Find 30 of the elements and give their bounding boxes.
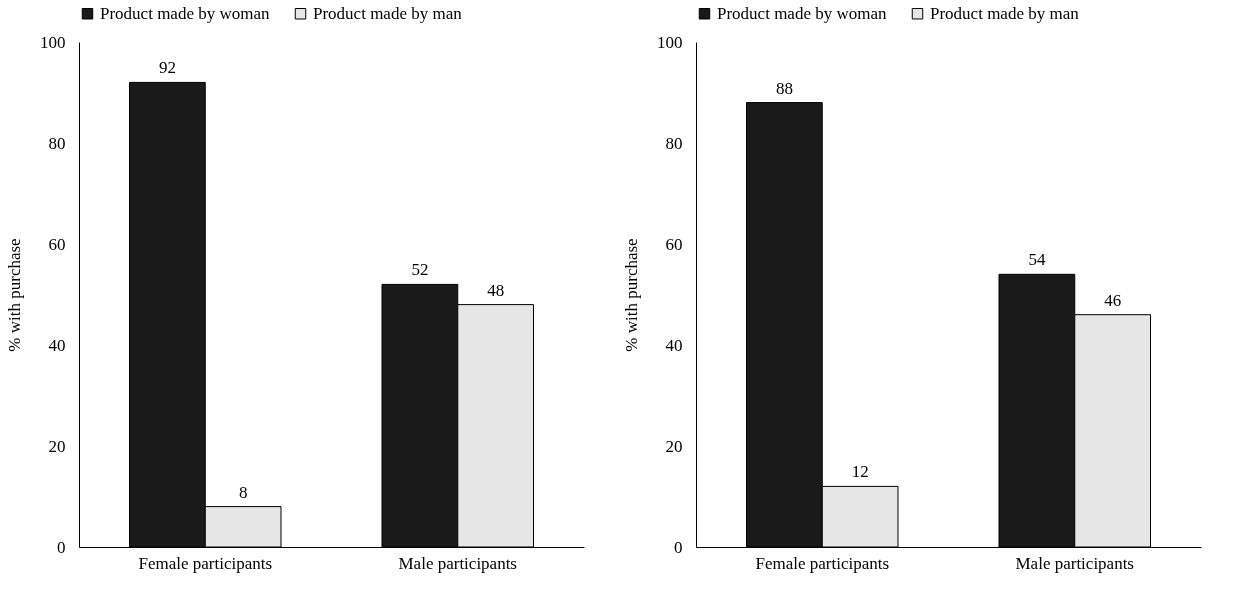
data-label: 46 [1104, 290, 1122, 310]
y-tick-label: 0 [674, 537, 683, 557]
y-axis-title: % with purchase [622, 238, 641, 352]
y-tick-label: 40 [665, 335, 683, 355]
data-label: 48 [487, 280, 505, 300]
y-tick-label: 80 [665, 133, 683, 153]
y-tick-label: 100 [40, 32, 66, 52]
legend-label: Product made by woman [717, 3, 887, 23]
legend-label: Product made by man [313, 3, 463, 23]
y-tick-label: 0 [57, 537, 66, 557]
data-label: 8 [238, 482, 248, 502]
y-tick-label: 20 [665, 436, 683, 456]
legend-label: Product made by woman [100, 3, 270, 23]
y-axis-title: % with purchase [5, 238, 24, 352]
data-label: 92 [158, 58, 176, 78]
legend-label: Product made by man [930, 3, 1080, 23]
data-label: 52 [411, 260, 429, 280]
y-tick-label: 20 [48, 436, 66, 456]
y-tick-label: 60 [48, 234, 66, 254]
x-tick-label: Female participants [755, 553, 890, 573]
x-tick-label: Female participants [138, 553, 273, 573]
y-tick-label: 60 [665, 234, 683, 254]
x-tick-label: Male participants [398, 553, 517, 573]
data-label: 88 [775, 78, 793, 98]
x-tick-label: Male participants [1015, 553, 1134, 573]
y-tick-label: 40 [48, 335, 66, 355]
y-tick-label: 80 [48, 133, 66, 153]
data-label: 54 [1028, 250, 1046, 270]
data-label: 12 [851, 462, 869, 482]
y-tick-label: 100 [657, 32, 683, 52]
